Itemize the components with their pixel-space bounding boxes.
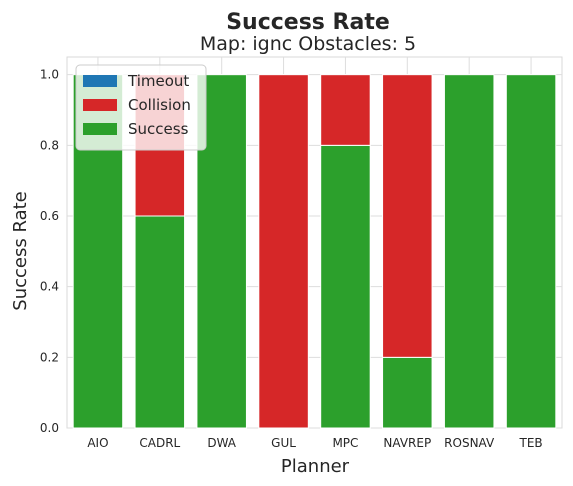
y-axis-label: Success Rate <box>10 191 31 310</box>
x-tick-label: GUL <box>271 436 296 450</box>
bar-success-teb <box>505 74 557 429</box>
y-tick-label: 0.2 <box>40 350 59 364</box>
x-tick-labels: AIO CADRL DWA GUL MPC NAVREP ROSNAV TEB <box>87 436 542 450</box>
x-tick-label: AIO <box>87 436 108 450</box>
bar-success-cadrl <box>134 215 186 429</box>
legend-label-success: Success <box>128 120 189 138</box>
y-tick-labels: 0.0 0.2 0.4 0.6 0.8 1.0 <box>40 68 59 435</box>
legend-swatch-success <box>83 123 117 135</box>
bar-success-rosnav <box>443 74 495 429</box>
legend-swatch-timeout <box>83 75 117 87</box>
bar-collision-mpc <box>320 74 371 146</box>
y-tick-label: 0.8 <box>40 138 59 152</box>
bars <box>72 74 557 429</box>
x-tick-label: NAVREP <box>383 436 431 450</box>
legend-label-timeout: Timeout <box>127 72 189 90</box>
x-tick-label: CADRL <box>139 436 180 450</box>
chart-title: Success Rate <box>226 10 390 35</box>
legend-label-collision: Collision <box>128 96 191 114</box>
x-tick-label: DWA <box>207 436 236 450</box>
legend-swatch-collision <box>83 99 117 111</box>
bar-success-navrep <box>382 356 433 429</box>
y-tick-label: 0.0 <box>40 421 59 435</box>
x-tick-label: MPC <box>332 436 358 450</box>
bar-collision-navrep <box>382 74 433 358</box>
legend: Timeout Collision Success <box>75 64 207 151</box>
y-tick-label: 0.6 <box>40 209 59 223</box>
x-tick-label: TEB <box>518 436 542 450</box>
bar-success-mpc <box>320 144 371 429</box>
y-tick-label: 0.4 <box>40 280 59 294</box>
x-axis-label: Planner <box>281 456 350 477</box>
y-tick-label: 1.0 <box>40 68 59 82</box>
bar-collision-gul <box>258 74 309 429</box>
chart-subtitle: Map: ignc Obstacles: 5 <box>200 33 416 55</box>
x-tick-label: ROSNAV <box>444 436 495 450</box>
